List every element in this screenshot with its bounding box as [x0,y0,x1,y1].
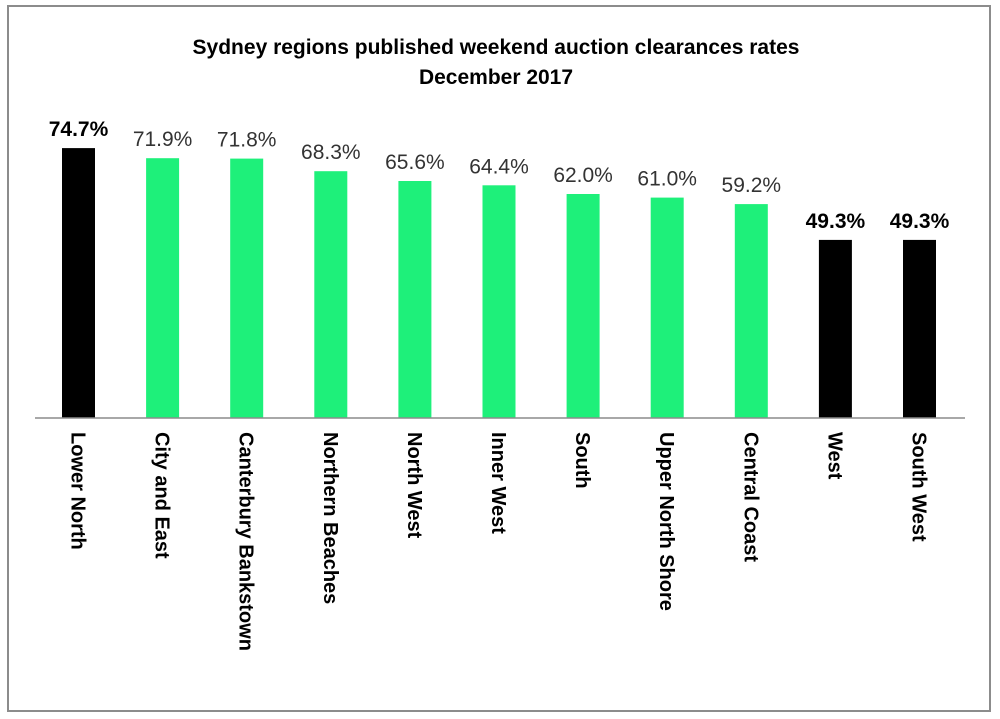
bar-north-west [398,181,432,418]
value-label: 71.8% [217,129,277,152]
category-label: West [823,432,845,480]
value-label: 74.7% [49,118,109,141]
bar-lower-north [62,148,95,418]
value-label: 49.3% [806,210,866,233]
category-label: South [571,432,593,489]
bar-canterbury-bankstown [230,158,264,418]
value-label: 59.2% [722,174,782,197]
category-label: South West [908,432,930,542]
category-label: Lower North [67,432,89,550]
category-label: North West [403,432,425,539]
bar-south-west [903,239,936,418]
chart-title: Sydney regions published weekend auction… [193,36,800,59]
category-label: Central Coast [739,432,761,562]
value-label: 49.3% [890,210,950,233]
bar-city-and-east [146,158,180,418]
value-label: 65.6% [385,151,445,174]
chart-subtitle: December 2017 [419,66,573,89]
category-label: Upper North Shore [655,432,677,611]
value-label: 61.0% [637,168,697,191]
category-label: City and East [151,432,173,559]
bar-south [566,194,600,418]
value-label: 68.3% [301,141,361,164]
value-label: 62.0% [553,164,613,187]
value-label: 71.9% [133,128,193,151]
bar-northern-beaches [314,171,348,418]
category-label: Northern Beaches [319,432,341,604]
bar-west [818,239,852,418]
bar-central-coast [734,204,768,418]
bar-inner-west [482,185,516,418]
category-label: Inner West [487,432,509,534]
bar-upper-north-shore [650,197,684,418]
value-label: 64.4% [469,155,529,178]
category-label: Canterbury Bankstown [235,432,257,651]
